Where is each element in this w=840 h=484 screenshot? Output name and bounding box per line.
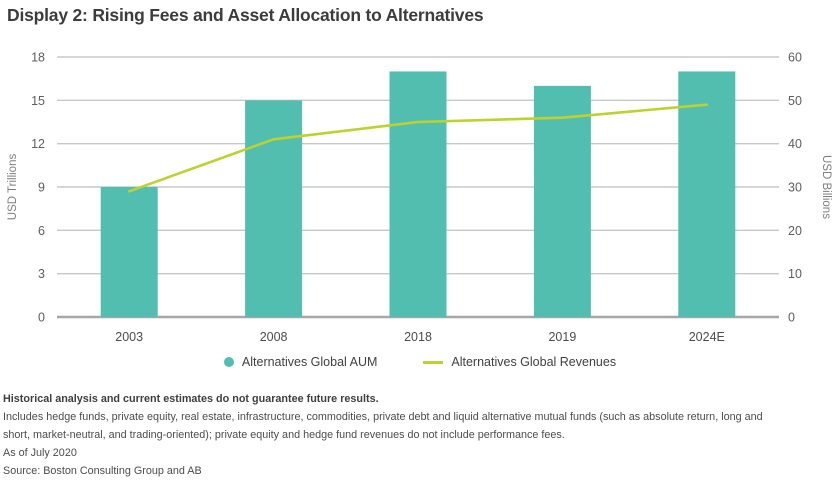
left-axis-tick: 9 (38, 181, 45, 195)
legend: Alternatives Global AUM Alternatives Glo… (0, 352, 840, 372)
right-axis-tick: 20 (788, 224, 802, 238)
combo-chart: 0 3 6 9 12 15 18 0 10 20 30 40 50 60 2003 2008 2018 2019 2… (31, 51, 802, 345)
bar-2019 (533, 85, 591, 317)
left-axis-tick: 0 (38, 311, 45, 325)
footnote-includes-line2: short, market-neutral, and trading-orien… (3, 429, 565, 441)
left-axis-tick: 18 (31, 51, 45, 65)
footnotes: Historical analysis and current estimate… (3, 390, 837, 480)
x-axis-category-2024E: 2024E (689, 330, 725, 344)
footnote-source: Source: Boston Consulting Group and AB (3, 465, 202, 477)
x-axis-category-2008: 2008 (260, 330, 288, 344)
right-axis-tick: 50 (788, 94, 802, 108)
x-axis-category-2019: 2019 (548, 330, 576, 344)
legend-label-revenues: Alternatives Global Revenues (451, 355, 617, 369)
left-axis-tick: 6 (38, 224, 45, 238)
legend-label-aum: Alternatives Global AUM (241, 355, 378, 369)
legend-item-revenues: Alternatives Global Revenues (423, 355, 616, 369)
right-axis-tick: 30 (788, 181, 802, 195)
left-axis-tick: 12 (31, 137, 45, 151)
right-axis-tick: 60 (788, 51, 802, 65)
bar-2024E (678, 71, 736, 317)
x-axis-category-2018: 2018 (404, 330, 432, 344)
footnote-as-of: As of July 2020 (3, 447, 77, 459)
x-axis-category-2003: 2003 (115, 330, 143, 344)
left-axis-title: USD Trillions (7, 153, 19, 221)
bar-2008 (245, 100, 303, 317)
footnote-disclaimer: Historical analysis and current estimate… (3, 393, 379, 405)
right-axis-tick: 40 (788, 137, 802, 151)
bar-2018 (389, 71, 447, 317)
revenues-line (127, 103, 709, 193)
legend-item-aum: Alternatives Global AUM (223, 355, 378, 369)
chart-title: Display 2: Rising Fees and Asset Allocat… (7, 5, 484, 25)
bar-2003 (100, 187, 158, 317)
revenues-line-swatch (423, 360, 444, 364)
left-axis-tick: 3 (38, 267, 45, 281)
right-axis-title: USD Billions (820, 155, 832, 219)
right-axis-tick: 0 (788, 311, 795, 325)
footnote-includes-line1: Includes hedge funds, private equity, re… (3, 411, 763, 423)
right-axis-tick: 10 (788, 267, 802, 281)
left-axis-tick: 15 (31, 94, 45, 108)
aum-dot-swatch (223, 357, 234, 367)
